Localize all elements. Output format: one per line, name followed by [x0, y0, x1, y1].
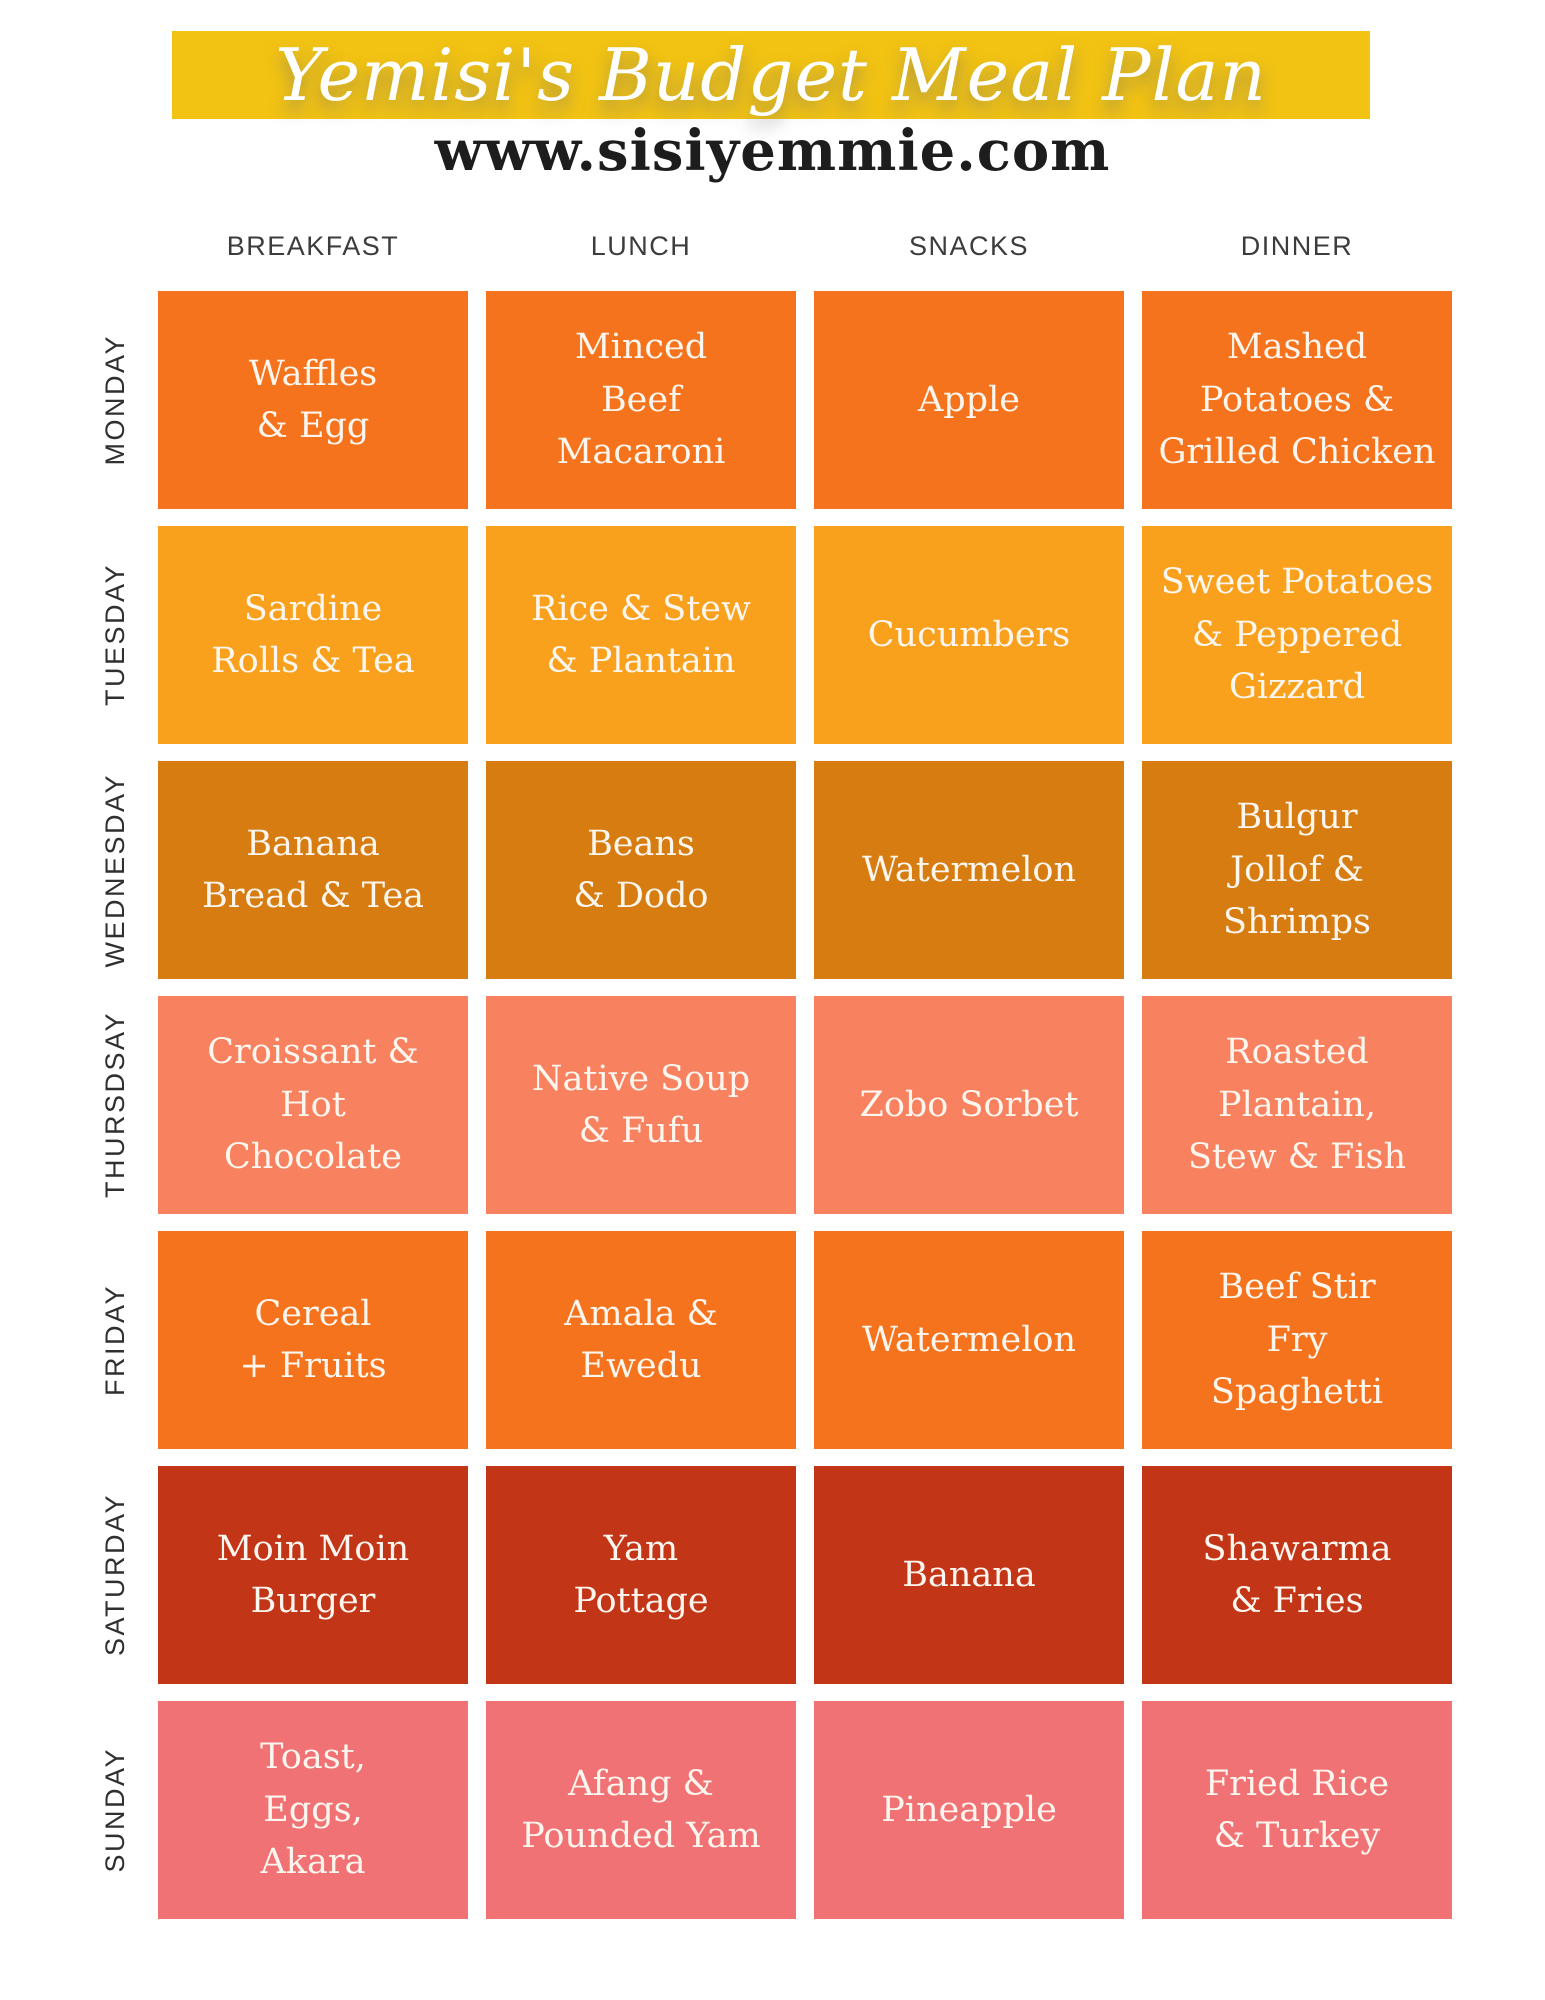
meal-cell-sunday-snacks: Pineapple [814, 1701, 1124, 1919]
meal-text: Cereal + Fruits [239, 1293, 387, 1387]
meal-cell-monday-breakfast: Waffles & Egg [158, 291, 468, 509]
meal-cell-friday-lunch: Amala & Ewedu [486, 1231, 796, 1449]
meal-text: Yam Pottage [573, 1528, 709, 1622]
day-label-text: WEDNESDAY [99, 772, 130, 968]
page-title: Yemisi's Budget Meal Plan [275, 33, 1267, 117]
day-label-wednesday: WEDNESDAY [90, 761, 140, 979]
day-label-monday: MONDAY [90, 291, 140, 509]
meal-cell-sunday-lunch: Afang & Pounded Yam [486, 1701, 796, 1919]
meal-text: Rice & Stew & Plantain [531, 588, 751, 682]
meal-text: Shawarma & Fries [1202, 1528, 1392, 1622]
column-header-dinner: DINNER [1240, 230, 1354, 261]
meal-cell-monday-snacks: Apple [814, 291, 1124, 509]
meal-cell-wednesday-lunch: Beans & Dodo [486, 761, 796, 979]
meal-text: Banana [902, 1554, 1036, 1595]
meal-text: Fried Rice & Turkey [1204, 1763, 1390, 1857]
meal-text: Watermelon [861, 1319, 1077, 1360]
day-label-text: THURSDSAY [99, 1011, 130, 1199]
meal-text: Roasted Plantain, Stew & Fish [1187, 1032, 1407, 1178]
day-label-text: SUNDAY [99, 1747, 130, 1873]
meal-text: Cucumbers [867, 614, 1071, 655]
meal-cell-saturday-breakfast: Moin Moin Burger [158, 1466, 468, 1684]
title-banner: Yemisi's Budget Meal Plan [172, 31, 1370, 119]
meal-text: Beans & Dodo [573, 823, 709, 917]
meal-cell-friday-breakfast: Cereal + Fruits [158, 1231, 468, 1449]
meal-cell-tuesday-snacks: Cucumbers [814, 526, 1124, 744]
meal-text: Amala & Ewedu [564, 1293, 718, 1387]
meal-text: Mashed Potatoes & Grilled Chicken [1158, 327, 1436, 473]
day-label-tuesday: TUESDAY [90, 526, 140, 744]
meal-cell-wednesday-breakfast: Banana Bread & Tea [158, 761, 468, 979]
meal-text: Zobo Sorbet [859, 1084, 1079, 1125]
meal-cell-thursday-breakfast: Croissant & Hot Chocolate [158, 996, 468, 1214]
meal-text: Bulgur Jollof & Shrimps [1223, 797, 1371, 943]
meal-cell-saturday-lunch: Yam Pottage [486, 1466, 796, 1684]
meal-text: Afang & Pounded Yam [521, 1763, 761, 1857]
meal-text: Moin Moin Burger [216, 1528, 410, 1622]
day-label-sunday: SUNDAY [90, 1701, 140, 1919]
day-label-thursday: THURSDSAY [90, 996, 140, 1214]
meal-text: Minced Beef Macaroni [556, 327, 726, 473]
meal-plan-table: BREAKFAST LUNCH SNACKS DINNER MONDAY Waf… [90, 218, 1452, 1919]
day-label-text: TUESDAY [99, 563, 130, 707]
meal-text: Apple [918, 379, 1020, 420]
meal-cell-thursday-dinner: Roasted Plantain, Stew & Fish [1142, 996, 1452, 1214]
column-header-breakfast: BREAKFAST [226, 230, 400, 261]
meal-text: Sweet Potatoes & Peppered Gizzard [1160, 562, 1434, 708]
meal-cell-sunday-breakfast: Toast, Eggs, Akara [158, 1701, 468, 1919]
day-label-text: MONDAY [99, 334, 130, 466]
meal-cell-saturday-snacks: Banana [814, 1466, 1124, 1684]
meal-text: Croissant & Hot Chocolate [207, 1032, 419, 1178]
table-corner [90, 218, 140, 274]
meal-cell-thursday-lunch: Native Soup & Fufu [486, 996, 796, 1214]
meal-cell-monday-lunch: Minced Beef Macaroni [486, 291, 796, 509]
meal-cell-friday-dinner: Beef Stir Fry Spaghetti [1142, 1231, 1452, 1449]
website-url: www.sisiyemmie.com [434, 118, 1111, 184]
meal-text: Waffles & Egg [248, 353, 378, 447]
meal-cell-thursday-snacks: Zobo Sorbet [814, 996, 1124, 1214]
column-header-snacks: SNACKS [908, 230, 1030, 261]
meal-cell-tuesday-dinner: Sweet Potatoes & Peppered Gizzard [1142, 526, 1452, 744]
meal-text: Beef Stir Fry Spaghetti [1210, 1267, 1384, 1413]
meal-text: Sardine Rolls & Tea [211, 588, 415, 682]
meal-cell-wednesday-snacks: Watermelon [814, 761, 1124, 979]
column-header-lunch: LUNCH [590, 230, 692, 261]
day-label-text: SATURDAY [99, 1493, 130, 1657]
meal-text: Banana Bread & Tea [201, 823, 425, 917]
meal-cell-sunday-dinner: Fried Rice & Turkey [1142, 1701, 1452, 1919]
meal-cell-monday-dinner: Mashed Potatoes & Grilled Chicken [1142, 291, 1452, 509]
day-label-text: FRIDAY [99, 1283, 130, 1396]
day-label-saturday: SATURDAY [90, 1466, 140, 1684]
meal-cell-tuesday-lunch: Rice & Stew & Plantain [486, 526, 796, 744]
day-label-friday: FRIDAY [90, 1231, 140, 1449]
meal-cell-wednesday-dinner: Bulgur Jollof & Shrimps [1142, 761, 1452, 979]
meal-text: Watermelon [861, 849, 1077, 890]
meal-cell-saturday-dinner: Shawarma & Fries [1142, 1466, 1452, 1684]
meal-text: Native Soup & Fufu [531, 1058, 751, 1152]
meal-text: Pineapple [881, 1789, 1057, 1830]
meal-cell-friday-snacks: Watermelon [814, 1231, 1124, 1449]
meal-text: Toast, Eggs, Akara [260, 1737, 366, 1883]
meal-cell-tuesday-breakfast: Sardine Rolls & Tea [158, 526, 468, 744]
